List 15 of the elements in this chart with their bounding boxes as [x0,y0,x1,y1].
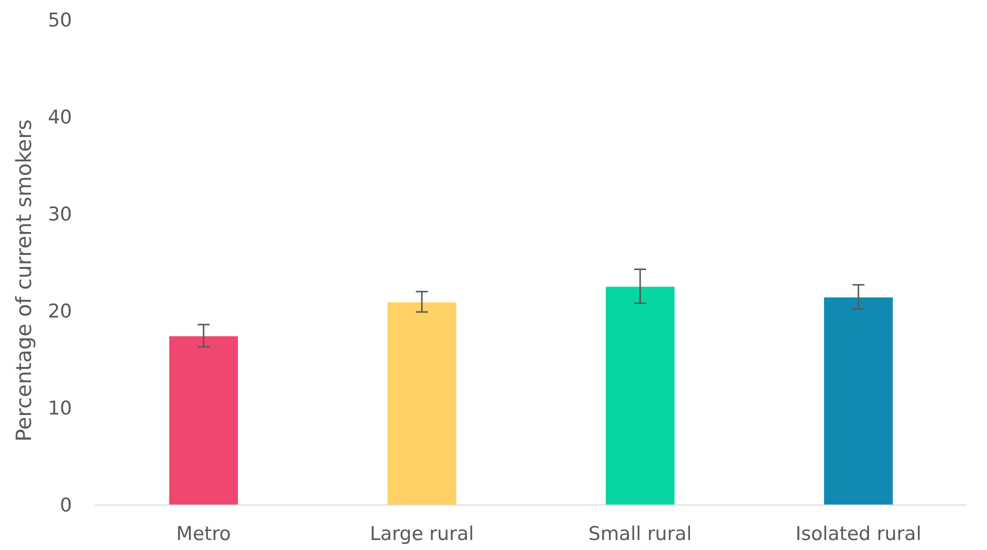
x-tick-label: Metro [176,523,231,545]
x-tick-label: Small rural [588,523,692,545]
x-tick-label: Isolated rural [795,523,922,545]
x-tick-label: Large rural [370,523,474,545]
y-tick-label: 50 [48,10,72,32]
bar [606,286,675,505]
y-tick-label: 40 [48,106,72,129]
y-tick-label: 0 [60,494,72,517]
y-tick-label: 10 [48,398,72,420]
y-axis-title: Percentage of current smokers [12,119,36,442]
bar [387,302,456,505]
y-tick-label: 30 [48,204,72,226]
y-tick-label: 20 [48,300,72,323]
bar [824,297,893,505]
bar [169,336,238,505]
